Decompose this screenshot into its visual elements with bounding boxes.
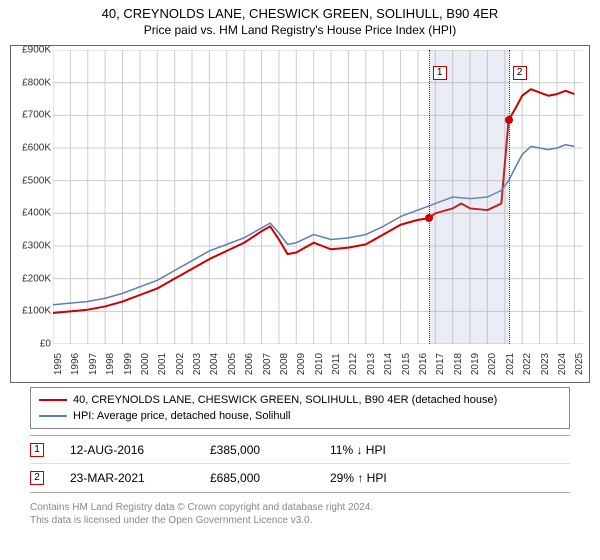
legend-label: 40, CREYNOLDS LANE, CHESWICK GREEN, SOLI…: [73, 394, 497, 406]
legend-item: HPI: Average price, detached house, Soli…: [39, 408, 561, 424]
y-axis-label: £500K: [13, 175, 51, 186]
marker-box-icon: 2: [30, 471, 44, 485]
sales-table: 1 12-AUG-2016 £385,000 11% ↓ HPI 2 23-MA…: [30, 435, 570, 493]
x-axis-label: 2005: [227, 353, 243, 375]
y-axis-label: £900K: [13, 45, 51, 56]
x-axis-label: 2015: [401, 353, 417, 375]
legend: 40, CREYNOLDS LANE, CHESWICK GREEN, SOLI…: [30, 387, 570, 429]
legend-swatch: [39, 415, 67, 417]
table-row: 2 23-MAR-2021 £685,000 29% ↑ HPI: [30, 464, 570, 492]
x-axis-label: 2001: [157, 353, 173, 375]
x-axis-label: 2010: [314, 353, 330, 375]
marker-cell: 2: [30, 471, 70, 485]
sale-point-icon: [505, 116, 513, 124]
x-axis-label: 1997: [88, 353, 104, 375]
sale-marker-line: [509, 50, 510, 344]
x-axis-label: 2009: [296, 353, 312, 375]
sale-point-icon: [425, 214, 433, 222]
price-cell: £385,000: [210, 443, 330, 457]
chart-subtitle: Price paid vs. HM Land Registry's House …: [10, 23, 590, 37]
table-row: 1 12-AUG-2016 £385,000 11% ↓ HPI: [30, 436, 570, 464]
x-axis-label: 2017: [435, 353, 451, 375]
chart-container: £0 £100K £200K £300K £400K £500K £600K £700K £80…: [10, 45, 590, 383]
x-axis-label: 1996: [70, 353, 86, 375]
x-axis-label: 2024: [557, 353, 573, 375]
x-axis-label: 2018: [453, 353, 469, 375]
x-axis-label: 1995: [53, 353, 69, 375]
delta-cell: 11% ↓ HPI: [330, 443, 570, 457]
x-axis-label: 2023: [540, 353, 556, 375]
y-axis-label: £0: [13, 339, 51, 350]
marker-cell: 1: [30, 443, 70, 457]
x-axis-label: 2006: [244, 353, 260, 375]
x-axis-label: 2021: [505, 353, 521, 375]
x-axis-label: 2016: [418, 353, 434, 375]
x-axis-label: 2002: [175, 353, 191, 375]
x-axis-label: 2012: [348, 353, 364, 375]
footer-line: Contains HM Land Registry data © Crown c…: [30, 501, 570, 514]
legend-item: 40, CREYNOLDS LANE, CHESWICK GREEN, SOLI…: [39, 392, 561, 408]
x-axis-label: 1998: [105, 353, 121, 375]
x-axis-label: 1999: [123, 353, 139, 375]
sale-marker-box: 2: [513, 66, 527, 80]
legend-swatch: [39, 399, 67, 401]
chart-title-block: 40, CREYNOLDS LANE, CHESWICK GREEN, SOLI…: [0, 0, 600, 41]
sale-marker-box: 1: [433, 66, 447, 80]
y-axis-label: £200K: [13, 273, 51, 284]
y-axis-label: £400K: [13, 208, 51, 219]
x-axis-label: 2011: [331, 353, 347, 375]
y-axis-label: £300K: [13, 241, 51, 252]
x-axis-label: 2013: [366, 353, 382, 375]
x-axis-label: 2025: [574, 353, 590, 375]
sale-period-band: [429, 50, 509, 344]
y-axis-label: £600K: [13, 143, 51, 154]
marker-box-icon: 1: [30, 443, 44, 457]
price-cell: £685,000: [210, 471, 330, 485]
y-axis-label: £700K: [13, 110, 51, 121]
date-cell: 12-AUG-2016: [70, 443, 210, 457]
footer-line: This data is licensed under the Open Gov…: [30, 514, 570, 527]
x-axis-label: 2022: [522, 353, 538, 375]
x-axis-label: 2020: [487, 353, 503, 375]
y-axis-label: £100K: [13, 306, 51, 317]
x-axis-label: 2003: [192, 353, 208, 375]
y-axis-label: £800K: [13, 77, 51, 88]
x-axis-label: 2000: [140, 353, 156, 375]
legend-label: HPI: Average price, detached house, Soli…: [73, 410, 291, 422]
x-axis-label: 2008: [279, 353, 295, 375]
sale-marker-line: [429, 50, 430, 344]
x-axis-label: 2014: [383, 353, 399, 375]
x-axis-label: 2019: [470, 353, 486, 375]
date-cell: 23-MAR-2021: [70, 471, 210, 485]
x-axis-label: 2007: [262, 353, 278, 375]
x-axis-label: 2004: [209, 353, 225, 375]
chart-title: 40, CREYNOLDS LANE, CHESWICK GREEN, SOLI…: [10, 6, 590, 21]
footer-attribution: Contains HM Land Registry data © Crown c…: [30, 501, 570, 527]
delta-cell: 29% ↑ HPI: [330, 471, 570, 485]
